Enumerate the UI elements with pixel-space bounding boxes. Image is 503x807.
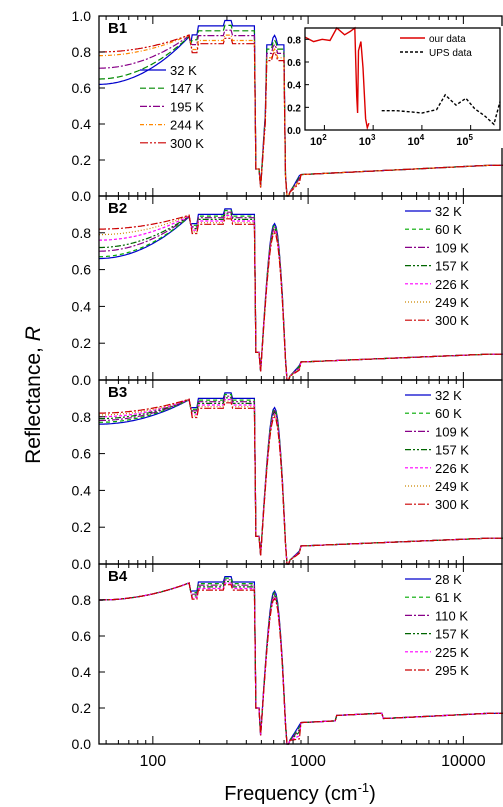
legend-label: 32 K	[435, 204, 462, 219]
legend-label: 226 K	[435, 461, 469, 476]
y-tick-label: 0.0	[72, 372, 92, 388]
inset-legend-label: UPS data	[429, 48, 472, 59]
legend-label: 61 K	[435, 590, 462, 605]
y-tick-label: 0.8	[72, 409, 92, 425]
legend: 32 K 60 K 109 K 157 K 226 K 249 K 300 K	[405, 388, 469, 512]
inset-frame	[304, 27, 501, 131]
y-tick-label: 0.2	[72, 519, 92, 535]
y-tick-label: 0.6	[72, 262, 92, 278]
y-tick-label: 0.2	[72, 700, 92, 716]
panel-label: B2	[108, 200, 127, 217]
y-tick-label: 0.8	[72, 592, 92, 608]
inset-y-tick-label: 0.0	[287, 126, 301, 137]
legend-label: 300 K	[435, 497, 469, 512]
panel-label: B3	[108, 384, 127, 401]
inset-series-line	[381, 93, 501, 126]
series-line	[99, 214, 503, 381]
x-axis-label: Frequency (cm-1)	[224, 780, 376, 805]
inset-y-tick-label: 0.8	[287, 35, 301, 46]
inset-series-line	[304, 26, 370, 131]
x-tick-label: 10000	[441, 753, 486, 770]
y-tick-label: 0.8	[72, 225, 92, 241]
inset-x-tick-label: 102	[310, 133, 327, 148]
y-tick-label: 0.4	[72, 116, 92, 132]
y-tick-label: 0.6	[72, 80, 92, 96]
series-line	[99, 34, 503, 197]
inset-y-tick-label: 0.2	[287, 103, 301, 114]
legend: 32 K 60 K 109 K 157 K 226 K 249 K 300 K	[405, 204, 469, 328]
legend-label: 226 K	[435, 277, 469, 292]
y-tick-label: 0.8	[72, 44, 92, 60]
legend-label: 249 K	[435, 295, 469, 310]
inset-legend-label: our data	[429, 34, 466, 45]
y-tick-label: 0.4	[72, 298, 92, 314]
x-tick-label: 100	[139, 753, 166, 770]
inset-chart: 0.0 0.2 0.4 0.6 0.8 102 103 104 105 our data UPS d…	[287, 26, 503, 148]
legend-label: 109 K	[435, 424, 469, 439]
panel-b3: 0.0 0.2 0.4 0.6 0.8 B3 32 K 60 K 109 K 157 K 226 K…	[72, 379, 503, 572]
y-tick-label: 0.4	[72, 664, 92, 680]
panel-label: B4	[108, 568, 128, 585]
series-line	[99, 582, 503, 745]
inset-x-tick-label: 103	[359, 133, 376, 148]
legend-label: 225 K	[435, 645, 469, 660]
inset-background	[304, 26, 503, 148]
legend: 28 K 61 K 110 K 157 K 225 K 295 K	[405, 572, 469, 678]
legend-label: 28 K	[435, 572, 462, 587]
legend-label: 60 K	[435, 406, 462, 421]
legend-label: 32 K	[170, 63, 197, 78]
legend-label: 300 K	[435, 313, 469, 328]
x-tick-label: 1000	[290, 753, 326, 770]
legend-label: 157 K	[435, 443, 469, 458]
legend-label: 32 K	[435, 388, 462, 403]
series-line	[99, 398, 503, 565]
inset-x-tick-label: 104	[408, 133, 425, 148]
legend-label: 295 K	[435, 663, 469, 678]
y-axis-label: Reflectance, R	[22, 326, 45, 464]
legend-label: 300 K	[170, 136, 204, 151]
y-tick-label: 1.0	[72, 8, 92, 24]
inset-y-tick-label: 0.4	[287, 81, 301, 92]
legend-label: 157 K	[435, 259, 469, 274]
y-tick-label: 0.4	[72, 482, 92, 498]
y-tick-label: 0.2	[72, 152, 92, 168]
legend-label: 109 K	[435, 240, 469, 255]
panel-b2: 0.0 0.2 0.4 0.6 0.8 B2 32 K 60 K 109 K 157 K 226 K…	[72, 195, 503, 388]
legend-label: 110 K	[435, 608, 468, 623]
y-tick-label: 0.0	[72, 188, 92, 204]
legend-label: 195 K	[170, 99, 204, 114]
legend-label: 249 K	[435, 479, 469, 494]
y-tick-label: 0.6	[72, 628, 92, 644]
legend-label: 157 K	[435, 627, 469, 642]
legend-label: 244 K	[170, 118, 204, 133]
legend-label: 147 K	[170, 81, 204, 96]
y-tick-label: 0.2	[72, 335, 92, 351]
inset-x-tick-label: 105	[456, 133, 473, 148]
legend: 32 K 147 K 195 K 244 K 300 K	[140, 63, 204, 151]
panel-label: B1	[108, 20, 127, 37]
legend-label: 60 K	[435, 222, 462, 237]
panel-b4: 0.0 0.2 0.4 0.6 0.8 100 1000 10000 B4 28 K 61 K 110…	[72, 563, 503, 770]
inset-y-tick-label: 0.6	[287, 58, 301, 69]
y-tick-label: 0.0	[72, 736, 92, 752]
y-tick-label: 0.6	[72, 446, 92, 462]
y-tick-label: 0.0	[72, 556, 92, 572]
